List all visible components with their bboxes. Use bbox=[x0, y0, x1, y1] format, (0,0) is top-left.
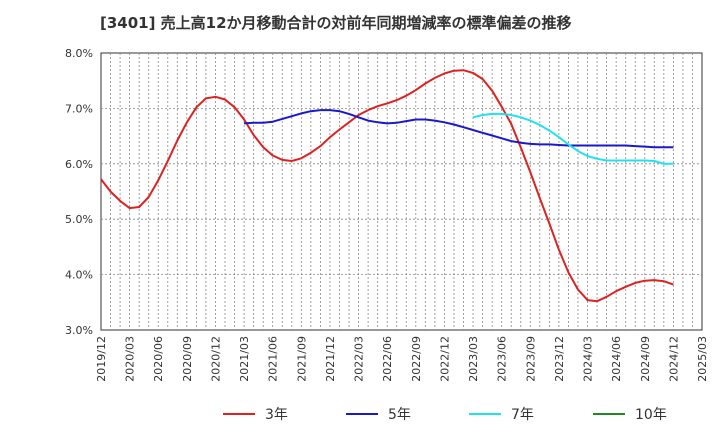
y-tick-label: 4.0% bbox=[65, 269, 93, 282]
plot-area bbox=[100, 52, 703, 331]
y-tick-label: 8.0% bbox=[65, 47, 93, 60]
series-lines bbox=[100, 69, 674, 303]
legend-label: 5年 bbox=[388, 407, 411, 423]
x-tick-label: 2020/12 bbox=[209, 336, 222, 382]
x-tick-label: 2024/06 bbox=[610, 336, 623, 382]
x-tick-label: 2022/03 bbox=[353, 336, 366, 382]
y-tick-label: 7.0% bbox=[65, 102, 93, 115]
x-tick-label: 2024/03 bbox=[582, 336, 595, 382]
series-line-5年 bbox=[244, 109, 674, 149]
x-tick-label: 2023/03 bbox=[467, 336, 480, 382]
legend: 3年 5年 7年 10年 bbox=[223, 407, 667, 423]
y-tick-label: 5.0% bbox=[65, 213, 93, 226]
grid-lines bbox=[101, 53, 702, 330]
x-tick-label: 2022/06 bbox=[381, 336, 394, 382]
legend-label: 10年 bbox=[635, 407, 667, 423]
y-axis: 8.0% 7.0% 6.0% 5.0% 4.0% 3.0% bbox=[65, 47, 93, 337]
x-tick-label: 2021/03 bbox=[238, 336, 251, 382]
x-tick-label: 2023/06 bbox=[496, 336, 509, 382]
y-tick-label: 3.0% bbox=[65, 324, 93, 337]
plot-frame bbox=[100, 52, 703, 331]
x-tick-label: 2022/12 bbox=[438, 336, 451, 382]
y-tick-label: 6.0% bbox=[65, 158, 93, 171]
series-line-3年 bbox=[100, 69, 674, 303]
x-axis: 2019/12 2020/03 2020/06 2020/09 2020/12 2021/… bbox=[95, 336, 709, 382]
x-tick-label: 2021/09 bbox=[295, 336, 308, 382]
series-line-7年 bbox=[472, 112, 674, 165]
legend-label: 3年 bbox=[265, 407, 288, 423]
x-tick-label: 2022/09 bbox=[410, 336, 423, 382]
x-tick-label: 2024/09 bbox=[639, 336, 652, 382]
legend-label: 7年 bbox=[511, 407, 534, 423]
x-tick-label: 2020/06 bbox=[152, 336, 165, 382]
x-tick-label: 2025/03 bbox=[696, 336, 709, 382]
x-tick-label: 2023/12 bbox=[553, 336, 566, 382]
x-tick-label: 2020/03 bbox=[124, 336, 137, 382]
chart-title: [3401] 売上高12か月移動合計の対前年同期増減率の標準偏差の推移 bbox=[100, 14, 572, 32]
x-tick-label: 2021/12 bbox=[324, 336, 337, 382]
x-tick-label: 2024/12 bbox=[667, 336, 680, 382]
x-tick-label: 2023/09 bbox=[524, 336, 537, 382]
x-tick-label: 2020/09 bbox=[181, 336, 194, 382]
x-tick-label: 2021/06 bbox=[267, 336, 280, 382]
x-tick-label: 2019/12 bbox=[95, 336, 108, 382]
